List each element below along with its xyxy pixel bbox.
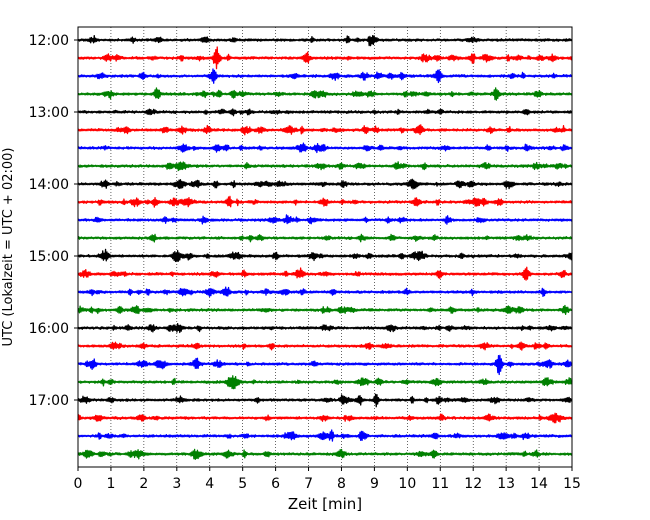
seismogram-trace [77, 46, 573, 70]
seismogram-trace [77, 354, 573, 376]
x-tick-label: 11 [431, 476, 449, 492]
trace-group [77, 34, 573, 460]
seismogram-trace [77, 266, 573, 281]
x-tick-label: 13 [497, 476, 515, 492]
seismogram-trace [77, 393, 573, 408]
y-tick-label: 17:00 [29, 393, 69, 409]
seismogram-trace [77, 233, 573, 243]
x-axis-label: Zeit [min] [288, 495, 362, 513]
seismogram-trace [77, 214, 573, 225]
y-tick-label: 16:00 [29, 321, 69, 337]
y-axis-label: UTC (Lokalzeit = UTC + 02:00) [1, 148, 16, 347]
y-tick-label: 14:00 [29, 177, 69, 193]
seismogram-trace [77, 304, 573, 315]
seismogram-trace [77, 195, 573, 208]
x-tick-label: 7 [304, 476, 313, 492]
x-tick-label: 12 [464, 476, 482, 492]
x-tick-label: 1 [106, 476, 115, 492]
seismogram-trace [77, 87, 573, 101]
x-tick-label: 10 [398, 476, 416, 492]
seismogram-trace [77, 161, 573, 172]
y-tick-label: 12:00 [29, 33, 69, 49]
seismogram-trace [77, 448, 573, 460]
seismogram-trace [77, 322, 573, 334]
seismogram-trace [77, 108, 573, 117]
x-tick-label: 3 [172, 476, 181, 492]
seismogram-trace [77, 178, 573, 190]
plot-frame [77, 26, 573, 468]
seismogram-trace [77, 341, 573, 351]
seismogram-trace [77, 68, 573, 84]
seismogram-trace [77, 286, 573, 298]
x-tick-label: 8 [337, 476, 346, 492]
y-tick-label: 13:00 [29, 105, 69, 121]
x-tick-label: 15 [563, 476, 581, 492]
seismogram-trace [77, 124, 573, 136]
seismogram-trace [77, 375, 573, 390]
grid-lines [110, 27, 540, 467]
y-tick-label: 15:00 [29, 249, 69, 265]
seismogram-trace [77, 34, 573, 47]
seismogram-trace [77, 412, 573, 424]
seismogram-trace [77, 142, 573, 154]
x-tick-label: 0 [74, 476, 83, 492]
x-axis-ticks: 0 1 2 3 4 5 6 7 8 9 10 11 12 13 14 15 [74, 467, 581, 492]
x-tick-label: 4 [205, 476, 214, 492]
seismogram-trace [77, 248, 573, 263]
x-tick-label: 14 [530, 476, 548, 492]
x-tick-label: 6 [271, 476, 280, 492]
seismogram-trace [77, 429, 573, 442]
y-axis-ticks: 12:00 13:00 14:00 15:00 16:00 17:00 [29, 33, 78, 409]
x-tick-label: 9 [370, 476, 379, 492]
x-tick-label: 2 [139, 476, 148, 492]
x-tick-label: 5 [238, 476, 247, 492]
